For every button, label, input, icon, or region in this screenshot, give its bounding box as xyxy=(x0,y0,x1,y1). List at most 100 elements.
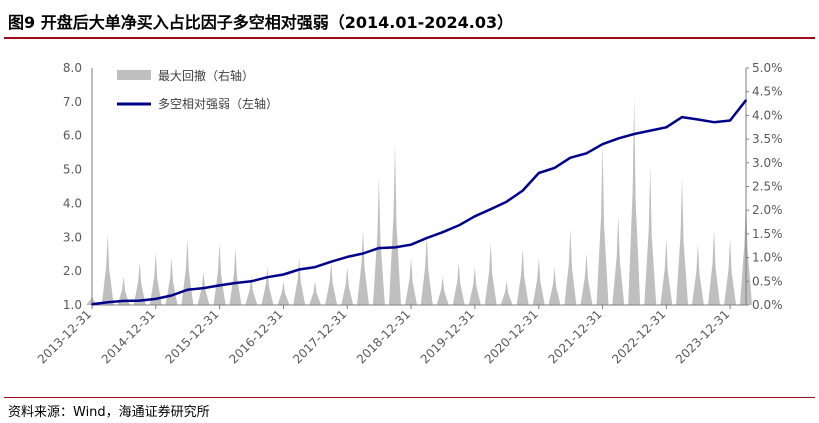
line-point xyxy=(537,172,540,174)
right-tick-label: 1.0% xyxy=(752,251,783,265)
line-point xyxy=(234,282,237,284)
x-tick-label: 2014-12-31 xyxy=(99,307,158,366)
line-point xyxy=(441,231,444,234)
line-point xyxy=(697,118,699,121)
line-point xyxy=(330,260,333,263)
drawdown-spike xyxy=(357,229,370,305)
line-point xyxy=(410,243,412,246)
x-tick-label: 2016-12-31 xyxy=(226,307,285,366)
figure-title: 图9 开盘后大单净买入占比因子多空相对强弱（2014.01-2024.03） xyxy=(8,13,514,32)
drawdown-spike xyxy=(388,143,401,305)
line-point xyxy=(474,215,476,218)
x-tick-label: 2019-12-31 xyxy=(418,307,477,366)
right-tick-label: 0.0% xyxy=(752,298,783,312)
left-tick-label: 2.0 xyxy=(63,264,82,278)
drawdown-spike xyxy=(724,238,737,305)
line-point xyxy=(649,129,652,132)
right-tick-label: 0.5% xyxy=(752,274,783,288)
left-tick-label: 5.0 xyxy=(63,163,82,177)
left-tick-label: 1.0 xyxy=(63,298,82,312)
drawdown-spike xyxy=(372,177,385,305)
line-point xyxy=(106,301,109,304)
drawdown-spike xyxy=(564,229,577,305)
drawdown-spike xyxy=(484,243,497,305)
left-tick-label: 6.0 xyxy=(63,129,82,143)
line-point xyxy=(91,303,93,306)
right-tick-label: 2.0% xyxy=(752,203,783,217)
drawdown-spike xyxy=(420,233,433,305)
right-tick-label: 2.5% xyxy=(752,180,783,194)
line-point xyxy=(425,237,428,239)
line-point xyxy=(170,294,173,297)
line-point xyxy=(505,200,508,203)
line-point xyxy=(362,252,364,255)
right-tick-label: 4.0% xyxy=(752,108,783,122)
drawdown-spike xyxy=(261,267,274,305)
footer-divider xyxy=(4,397,815,398)
left-tick-label: 4.0 xyxy=(63,196,82,210)
drawdown-spike xyxy=(644,167,657,305)
line-point xyxy=(601,143,604,145)
line-point xyxy=(729,119,731,122)
line-point xyxy=(186,288,189,291)
drawdown-spike xyxy=(101,233,114,305)
left-tick-label: 3.0 xyxy=(63,230,82,244)
line-point xyxy=(681,116,683,118)
line-point xyxy=(457,224,460,227)
drawdown-spike xyxy=(309,281,322,305)
line-point xyxy=(378,247,380,249)
line-point xyxy=(218,284,221,287)
drawdown-spike xyxy=(341,267,354,305)
figure-title-bar: 图9 开盘后大单净买入占比因子多空相对强弱（2014.01-2024.03） xyxy=(0,0,819,40)
line-point xyxy=(154,298,157,300)
line-point xyxy=(202,287,205,289)
line-point xyxy=(298,268,301,271)
drawdown-area-group xyxy=(86,96,752,305)
drawdown-spike xyxy=(468,267,481,305)
line-point xyxy=(138,299,141,302)
right-tick-label: 4.5% xyxy=(752,85,783,99)
right-tick-label: 5.0% xyxy=(752,61,783,75)
legend-label-drawdown: 最大回撤（右轴） xyxy=(158,68,254,83)
x-tick-label: 2022-12-31 xyxy=(609,307,668,366)
line-point xyxy=(521,189,524,192)
left-tick-label: 7.0 xyxy=(63,95,82,109)
drawdown-spike xyxy=(277,281,290,305)
drawdown-spike xyxy=(660,238,673,305)
line-point xyxy=(745,99,747,101)
left-tick-label: 8.0 xyxy=(63,61,82,75)
line-point xyxy=(665,126,668,129)
drawdown-spike xyxy=(405,257,418,305)
x-tick-label: 2015-12-31 xyxy=(162,307,221,366)
drawdown-spike xyxy=(676,177,689,305)
line-point xyxy=(617,137,620,140)
drawdown-spike xyxy=(213,243,226,305)
drawdown-spike xyxy=(436,276,449,305)
line-point xyxy=(266,276,269,279)
line-point xyxy=(122,300,125,302)
drawdown-spike xyxy=(580,252,593,305)
source-note: 资料来源：Wind，海通证券研究所 xyxy=(8,405,210,420)
x-tick-label: 2023-12-31 xyxy=(673,307,732,366)
relative-strength-line xyxy=(91,99,747,306)
drawdown-spike xyxy=(165,257,178,305)
line-point xyxy=(250,280,253,283)
drawdown-spike xyxy=(500,281,513,305)
legend: 最大回撤（右轴） 多空相对强弱（左轴） xyxy=(117,68,278,111)
line-point xyxy=(346,256,349,258)
drawdown-spike xyxy=(325,262,338,305)
line-point xyxy=(553,167,556,169)
drawdown-spike xyxy=(596,143,609,305)
line-point xyxy=(282,273,285,276)
drawdown-spike xyxy=(708,229,721,305)
drawdown-spike xyxy=(245,276,258,305)
chart-container: 1.0 2.0 3.0 4.0 5.0 6.0 7.0 8.0 0.0% 0.5% 1.0% 1.5%… xyxy=(0,40,819,390)
legend-swatch-drawdown xyxy=(117,70,151,80)
right-tick-label: 3.0% xyxy=(752,156,783,170)
drawdown-spike xyxy=(133,262,146,305)
drawdown-spike xyxy=(612,214,625,305)
x-tick-label: 2018-12-31 xyxy=(354,307,413,366)
x-tick-label: 2021-12-31 xyxy=(545,307,604,366)
drawdown-spike xyxy=(548,267,561,305)
drawdown-spike xyxy=(691,243,704,305)
